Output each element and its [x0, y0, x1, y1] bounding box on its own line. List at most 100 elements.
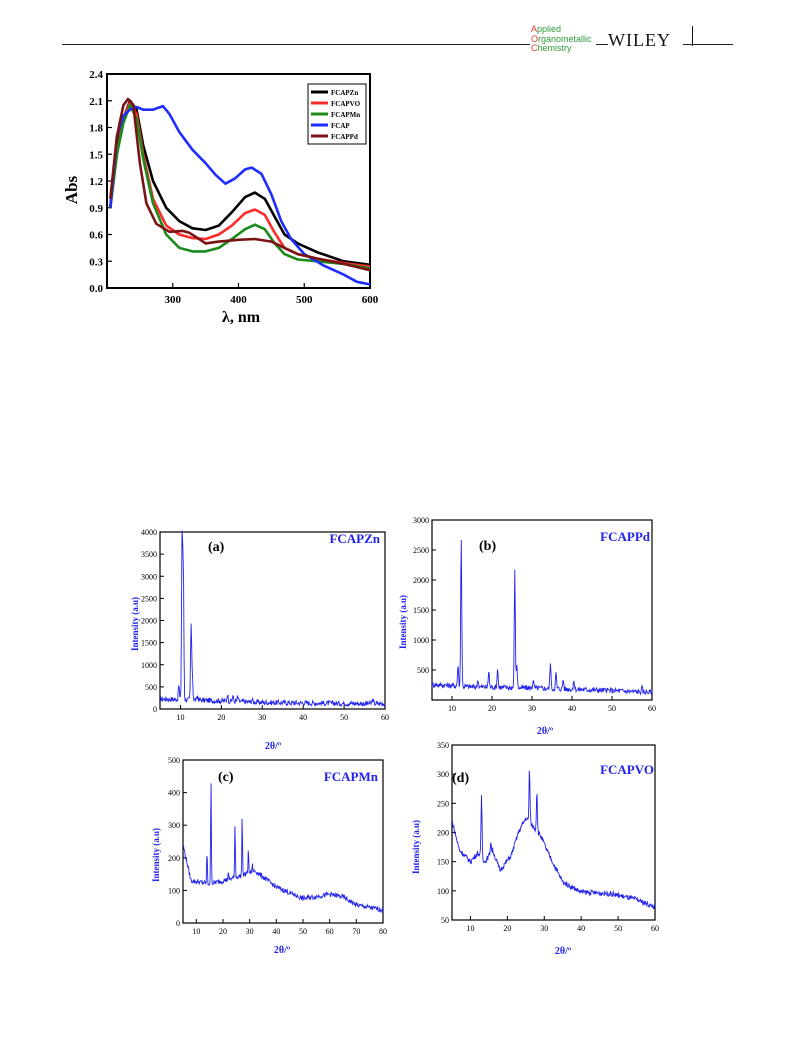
- y-tick-label: 2000: [141, 617, 157, 626]
- header-rule-right: [683, 44, 733, 45]
- plot-frame: [159, 531, 386, 710]
- x-tick-label: 50: [608, 704, 616, 713]
- y-axis-label: Intensity (a.u): [130, 597, 140, 651]
- y-tick-label: 100: [168, 886, 180, 895]
- legend-entry: FCAP: [331, 122, 350, 130]
- legend-entry: FCAPMn: [331, 111, 360, 119]
- y-tick-label: 500: [417, 666, 429, 675]
- y-tick-label: 2500: [413, 546, 429, 555]
- y-tick-label: 300: [168, 821, 180, 830]
- y-tick-label: 0.6: [89, 230, 103, 242]
- x-tick-label: 50: [340, 713, 348, 722]
- publisher-logo: WILEY: [608, 30, 671, 50]
- x-axis-label: 2θ/º: [555, 946, 572, 957]
- y-tick-label: 500: [145, 683, 157, 692]
- x-tick-label: 30: [540, 924, 548, 933]
- y-tick-label: 2.1: [89, 96, 103, 108]
- panel-label: (b): [479, 539, 496, 554]
- x-tick-label: 40: [568, 704, 576, 713]
- y-tick-label: 150: [437, 858, 449, 867]
- y-tick-label: 500: [168, 756, 180, 765]
- y-tick-label: 2500: [141, 594, 157, 603]
- y-tick-label: 0: [176, 919, 180, 928]
- series-line-FCAP: [109, 104, 371, 286]
- uv-y-axis-label: Abs: [62, 175, 81, 204]
- xrd-pattern-line: [182, 783, 384, 914]
- journal-logo: Applied Organometallic Chemistry: [531, 24, 592, 54]
- xrd-panel-a: 0 500 1000 1500 2000 2500 3000 3500 4000 10 20 30 40…: [130, 528, 389, 752]
- x-tick-label: 20: [217, 713, 225, 722]
- plot-frame: [182, 759, 384, 924]
- y-tick-label: 200: [437, 829, 449, 838]
- x-tick-label: 60: [381, 713, 389, 722]
- x-tick-label: 20: [503, 924, 511, 933]
- uv-vis-chart: 0.0 0.3 0.6 0.9 1.2 1.5 1.8 2.1 2.4 300 400 500 600 F…: [62, 69, 379, 326]
- y-tick-label: 400: [168, 789, 180, 798]
- y-tick-label: 100: [437, 887, 449, 896]
- xrd-panel-d: 50 100 150 200 250 300 350 10 20 30 40 50 60 (d) FCA…: [411, 741, 659, 957]
- xrd-pattern-line: [159, 530, 386, 708]
- panel-label: (a): [208, 540, 225, 555]
- x-tick-label: 30: [528, 704, 536, 713]
- legend-entry: FCAPPd: [331, 133, 358, 141]
- y-tick-label: 2.4: [89, 69, 103, 81]
- y-axis-label: Intensity (a.u): [411, 820, 421, 874]
- journal-line: Applied: [531, 24, 562, 34]
- x-tick-label: 10: [466, 924, 474, 933]
- x-tick-label: 40: [577, 924, 585, 933]
- y-tick-label: 1.8: [89, 123, 103, 135]
- series-line-FCAPPd: [109, 97, 371, 272]
- xrd-panel-c: 0 100 200 300 400 500 10 20 30 40 50 60 70 80 (c) FCA…: [151, 756, 387, 956]
- x-tick-label: 50: [299, 927, 307, 936]
- xrd-pattern-line: [431, 539, 653, 696]
- y-axis-label: Intensity (a.u): [151, 828, 161, 882]
- x-axis-label: 2θ/º: [537, 726, 554, 737]
- header-rule-left: [62, 44, 530, 45]
- x-tick-label: 60: [326, 927, 334, 936]
- y-tick-label: 2000: [413, 576, 429, 585]
- y-tick-label: 3000: [141, 572, 157, 581]
- x-tick-label: 10: [176, 713, 184, 722]
- x-tick-label: 20: [219, 927, 227, 936]
- y-axis-label: Intensity (a.u): [398, 595, 408, 649]
- x-tick-label: 50: [614, 924, 622, 933]
- y-tick-label: 3000: [413, 516, 429, 525]
- header-tick: [692, 26, 693, 46]
- x-axis-label: 2θ/º: [274, 945, 291, 956]
- y-tick-label: 0.9: [89, 203, 103, 215]
- panel-label: (d): [452, 771, 469, 786]
- x-tick-label: 10: [192, 927, 200, 936]
- y-tick-label: 0.0: [89, 283, 103, 295]
- compound-name: FCAPZn: [329, 531, 380, 546]
- uv-x-axis-label: λ, nm: [222, 309, 261, 326]
- y-tick-label: 1500: [141, 639, 157, 648]
- x-tick-label: 400: [230, 294, 247, 306]
- journal-line: Chemistry: [531, 43, 572, 53]
- x-tick-label: 300: [165, 294, 182, 306]
- compound-name: FCAPVO: [600, 762, 654, 777]
- compound-name: FCAPPd: [600, 529, 651, 544]
- x-tick-label: 500: [296, 294, 313, 306]
- y-tick-label: 300: [437, 770, 449, 779]
- y-tick-label: 1.5: [89, 149, 103, 161]
- x-tick-label: 40: [272, 927, 280, 936]
- x-tick-label: 60: [651, 924, 659, 933]
- journal-line: Organometallic: [531, 33, 592, 44]
- y-tick-label: 3500: [141, 550, 157, 559]
- legend-entry: FCAPVO: [331, 100, 361, 108]
- x-tick-label: 30: [246, 927, 254, 936]
- plot-frame: [431, 519, 653, 701]
- y-tick-label: 200: [168, 854, 180, 863]
- y-tick-label: 1.2: [89, 176, 103, 188]
- panel-label: (c): [218, 770, 234, 785]
- xrd-pattern-line: [451, 770, 656, 910]
- x-axis-label: 2θ/º: [265, 741, 282, 752]
- x-tick-label: 60: [648, 704, 656, 713]
- x-tick-label: 600: [362, 294, 379, 306]
- x-tick-label: 10: [448, 704, 456, 713]
- x-tick-label: 80: [379, 927, 387, 936]
- y-tick-label: 1500: [413, 606, 429, 615]
- y-tick-label: 1000: [141, 661, 157, 670]
- y-tick-label: 1000: [413, 636, 429, 645]
